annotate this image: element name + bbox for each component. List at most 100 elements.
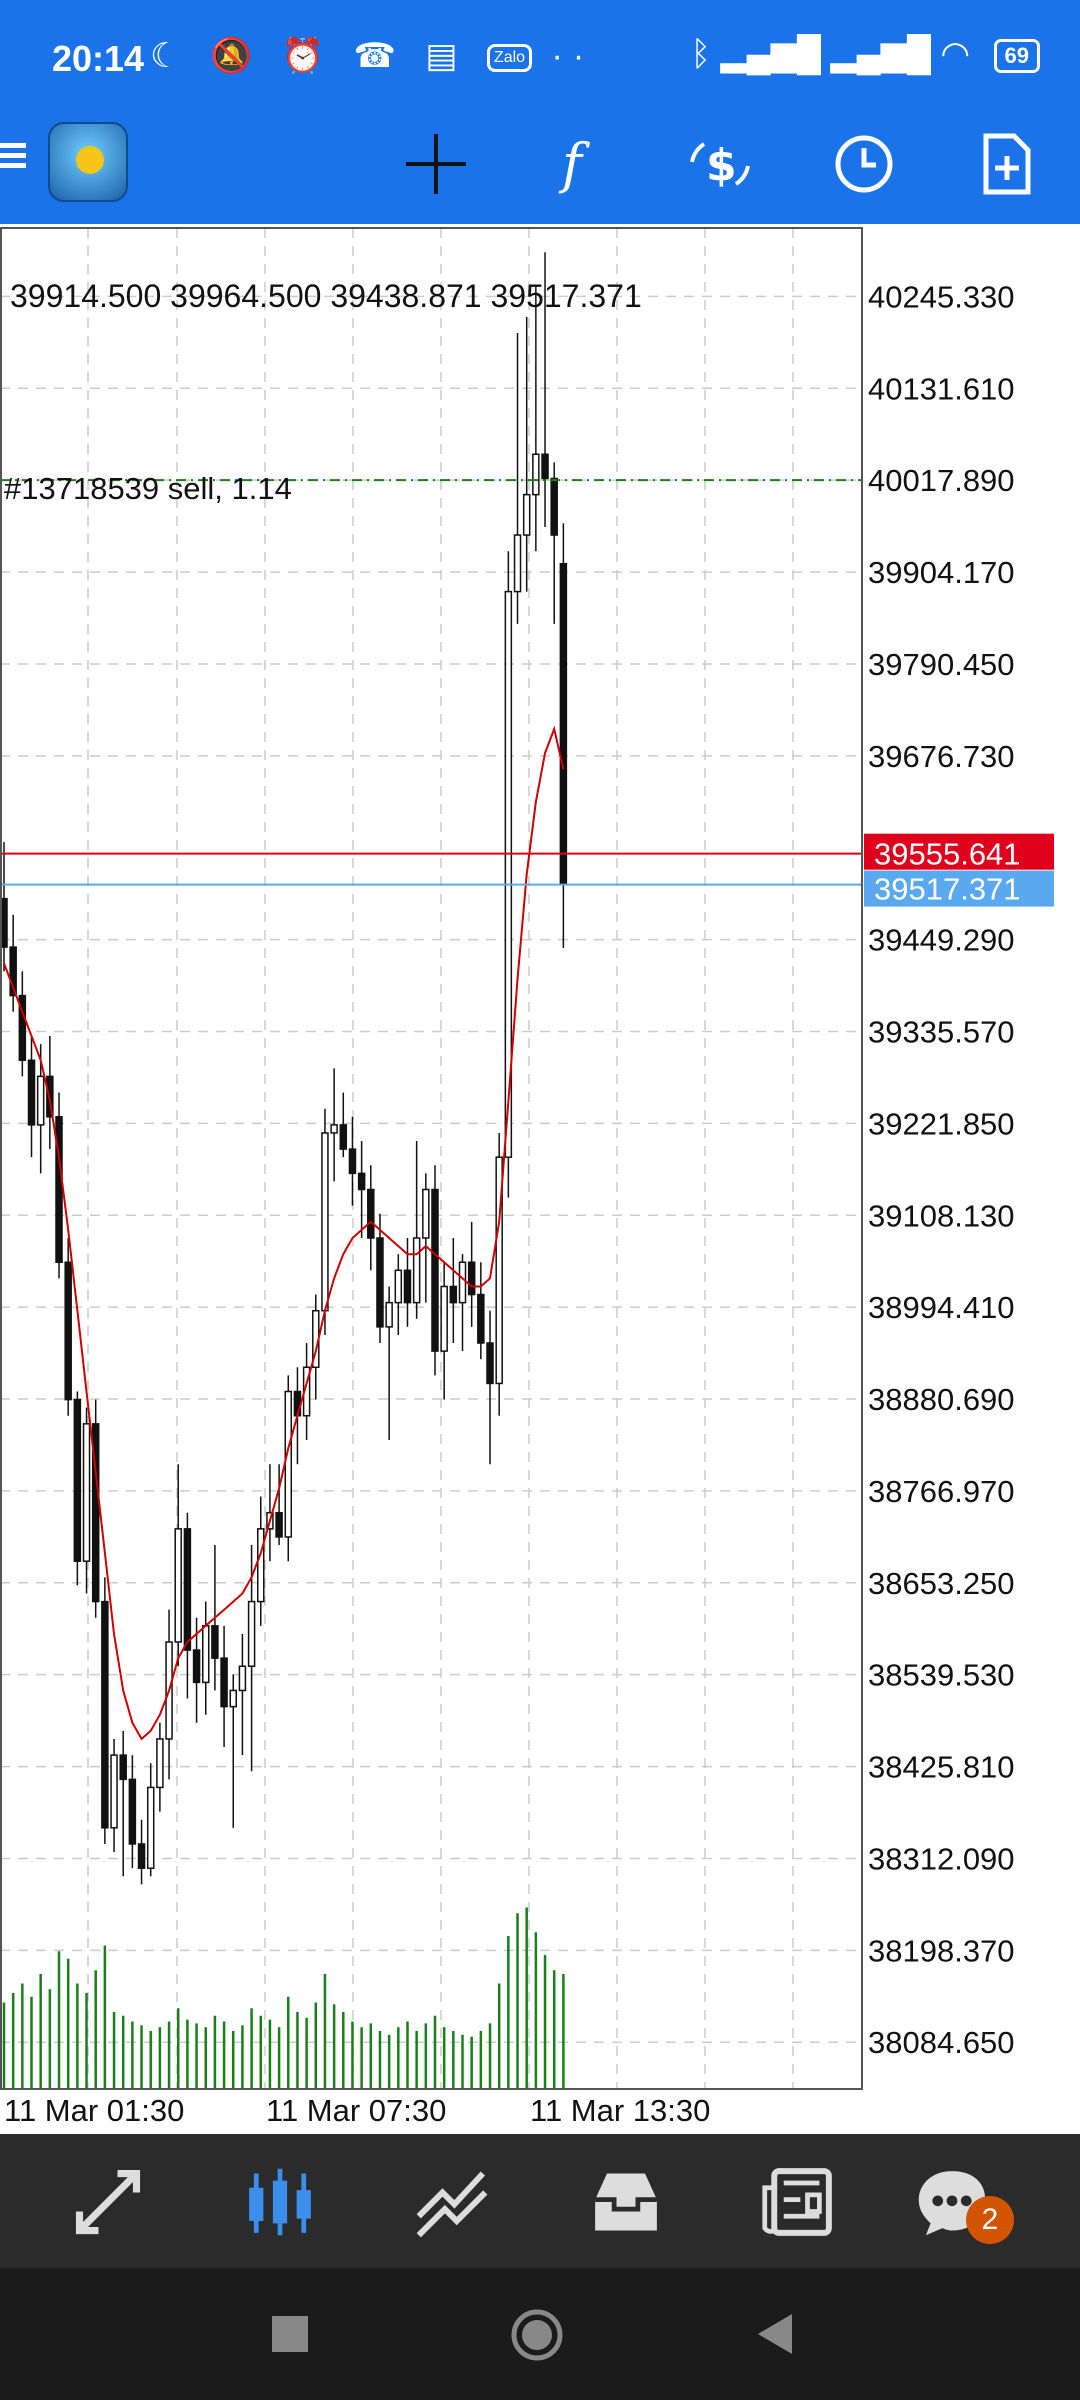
candle-body (339, 1124, 348, 1150)
candle-body (64, 1261, 72, 1401)
candle-body (486, 1342, 494, 1385)
price-label: 39676.730 (868, 739, 1015, 774)
bid-price-label: 39517.371 (874, 872, 1021, 907)
battery-icon: 69 (993, 39, 1040, 74)
trade-icon[interactable]: $ (680, 124, 760, 204)
history-icon[interactable] (586, 2162, 666, 2242)
candle-body (110, 1754, 118, 1829)
candle-body (137, 1843, 146, 1869)
moving-average-line (3, 725, 565, 1741)
time-axis: 11 Mar 01:30 11 Mar 07:30 11 Mar 13:30 (4, 2093, 710, 2128)
candle-body (321, 1132, 329, 1312)
home-icon[interactable] (510, 2308, 564, 2362)
candlesticks (0, 252, 568, 1885)
candle-body (183, 1528, 192, 1651)
candle-body (146, 1786, 155, 1869)
quotes-icon[interactable] (68, 2162, 148, 2242)
price-label: 38425.810 (868, 1750, 1015, 1785)
candle-body (284, 1390, 293, 1538)
candle-body (394, 1269, 403, 1304)
crosshair-icon[interactable] (396, 124, 476, 204)
candle-body (55, 1116, 63, 1263)
time-label: 11 Mar 07:30 (266, 2093, 446, 2128)
price-label: 38994.410 (868, 1290, 1015, 1325)
candle-body (357, 1172, 366, 1191)
alarm-icon: ⏰ (281, 37, 335, 75)
menu-icon[interactable] (0, 138, 26, 178)
candle-body (504, 590, 513, 1158)
app-logo[interactable] (48, 122, 128, 202)
candle-body (18, 994, 27, 1061)
system-nav-bar (0, 2268, 1080, 2400)
order-label: #13718539 sell, 1.14 (4, 471, 292, 506)
bluetooth-icon: ᛒ (690, 35, 712, 73)
price-label: 40131.610 (868, 371, 1015, 406)
moon-icon: ☾ (150, 37, 191, 75)
top-toolbar: f $ (0, 118, 1080, 224)
ask-price-label: 39555.641 (874, 837, 1021, 872)
candle-body (220, 1657, 228, 1708)
candle-body (238, 1665, 247, 1692)
new-order-icon[interactable] (966, 124, 1046, 204)
clock-icon[interactable] (824, 124, 904, 204)
volume-bars (2, 1907, 565, 2088)
candle-body (9, 946, 17, 997)
chart-grid (0, 228, 862, 2088)
candle-body (101, 1600, 109, 1829)
candle-body (27, 1059, 36, 1126)
candle-body (330, 1124, 338, 1134)
candle-body (275, 1511, 283, 1538)
chat-badge: 2 (966, 2196, 1014, 2244)
price-label: 40245.330 (868, 279, 1015, 314)
price-label: 39335.570 (868, 1014, 1015, 1049)
candle-body (385, 1301, 393, 1328)
time-label: 11 Mar 01:30 (4, 2093, 184, 2128)
ask-price-box (864, 833, 1054, 870)
candle-body (477, 1293, 485, 1344)
candle-body (403, 1269, 412, 1304)
missed-call-icon: ☎ (353, 37, 406, 75)
candle-body (192, 1649, 201, 1684)
candle-body (156, 1738, 164, 1789)
svg-text:$: $ (706, 140, 737, 191)
candle-body (449, 1285, 458, 1304)
candle-body (119, 1754, 127, 1781)
candle-body (431, 1188, 439, 1352)
candle-body (458, 1261, 467, 1304)
candle-body (440, 1285, 448, 1352)
price-chart[interactable]: 39914.500 39964.500 39438.871 39517.371 … (0, 224, 1080, 2134)
news-icon[interactable] (758, 2162, 838, 2242)
candle-body (532, 453, 540, 496)
candle-body (257, 1528, 265, 1603)
candle-body (128, 1778, 137, 1845)
trade-icon[interactable] (412, 2162, 492, 2242)
candle-body (495, 1156, 503, 1385)
signal-icon: ▂▄▆█ (830, 35, 931, 73)
candle-body (522, 493, 531, 536)
back-icon[interactable] (758, 2314, 794, 2354)
candle-body (211, 1625, 219, 1659)
price-label: 38880.690 (868, 1382, 1015, 1417)
ohlc-readout: 39914.500 39964.500 39438.871 39517.371 (10, 278, 642, 314)
candle-body (422, 1188, 430, 1239)
function-icon[interactable]: f (538, 124, 618, 204)
chart-icon[interactable] (240, 2162, 320, 2242)
candle-body (513, 534, 522, 593)
price-label: 39449.290 (868, 923, 1015, 958)
recents-icon[interactable] (272, 2316, 308, 2352)
news-icon: ▤ (425, 37, 468, 75)
price-axis: 40245.330 40131.610 40017.890 39904.170 3979… (868, 279, 1015, 2060)
candle-body (247, 1600, 256, 1667)
candle-body (376, 1237, 384, 1328)
candle-body (82, 1423, 91, 1562)
candle-body (229, 1689, 237, 1708)
candle-body (367, 1188, 375, 1239)
notification-icons: ☾ 🔕 ⏰ ☎ ▤ Zalo ·· (150, 36, 594, 76)
price-label: 39108.130 (868, 1198, 1015, 1233)
clock-time: 20:14 (52, 38, 145, 79)
price-label: 40017.890 (868, 463, 1015, 498)
more-dots-icon: ·· (551, 37, 595, 75)
bottom-nav (0, 2134, 1080, 2268)
price-label: 38084.650 (868, 2025, 1015, 2060)
candle-body (91, 1423, 100, 1603)
